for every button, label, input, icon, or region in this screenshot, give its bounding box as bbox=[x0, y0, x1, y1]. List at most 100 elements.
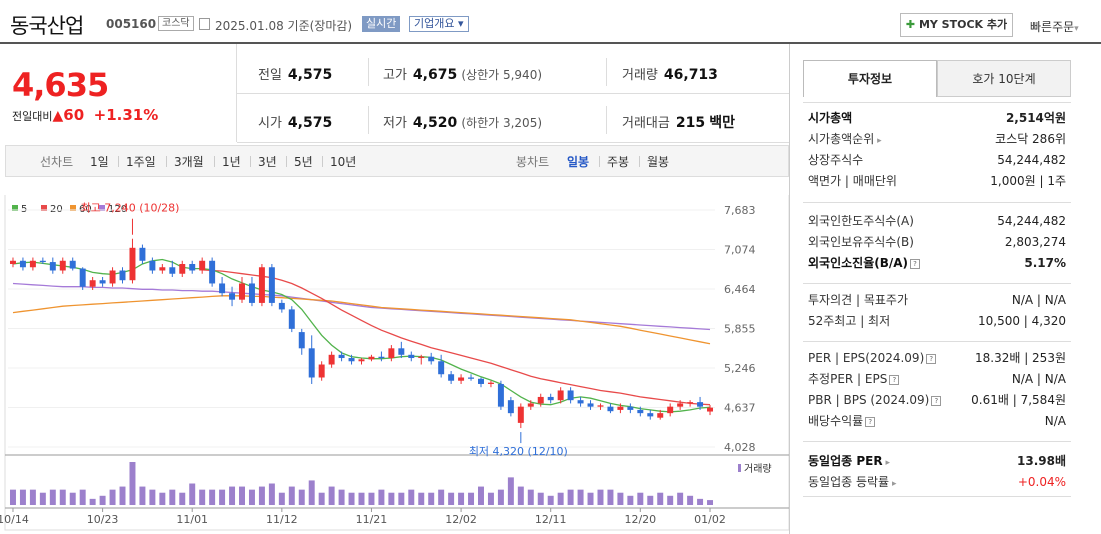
x-tick-label: 11/01 bbox=[176, 513, 208, 526]
volume-bar bbox=[408, 489, 415, 505]
tab-invest-info[interactable]: 투자정보 bbox=[803, 60, 937, 97]
candle-body bbox=[507, 400, 514, 414]
info-label: 외국인보유주식수(B) bbox=[808, 235, 914, 249]
info-value: 0.61배 | 7,584원 bbox=[971, 393, 1066, 407]
quote-row-divider bbox=[237, 93, 789, 94]
volume-bar bbox=[348, 492, 355, 505]
quick-order-button[interactable]: 빠른주문▾ bbox=[1030, 20, 1079, 34]
period-10y[interactable]: 10년 bbox=[330, 155, 357, 169]
panel-separator bbox=[803, 202, 1071, 203]
volume-bar bbox=[607, 489, 614, 505]
candle-body bbox=[388, 348, 395, 359]
candle-daily[interactable]: 일봉 bbox=[567, 155, 590, 169]
period-5y[interactable]: 5년 bbox=[294, 155, 313, 169]
y-tick-label: 5,855 bbox=[724, 323, 756, 336]
tab-orderbook[interactable]: 호가 10단계 bbox=[937, 60, 1071, 97]
candle-body bbox=[368, 356, 375, 360]
help-icon[interactable]: ? bbox=[931, 395, 942, 406]
volume-bar bbox=[69, 492, 76, 505]
candle-body bbox=[19, 260, 26, 268]
info-label: 시가총액 bbox=[808, 111, 853, 125]
candle-body bbox=[179, 264, 186, 274]
candle-body bbox=[239, 283, 245, 300]
candle-body bbox=[478, 378, 484, 384]
help-icon[interactable]: ? bbox=[889, 374, 900, 385]
stock-code: 005160 bbox=[106, 17, 157, 31]
candle-weekly[interactable]: 주봉 bbox=[607, 155, 630, 169]
volume-bar bbox=[637, 492, 644, 505]
period-3y[interactable]: 3년 bbox=[258, 155, 277, 169]
candle-monthly[interactable]: 월봉 bbox=[647, 155, 670, 169]
volume-bar bbox=[587, 492, 594, 505]
volume-bar bbox=[597, 489, 604, 505]
candle-body bbox=[169, 267, 176, 274]
candle-body bbox=[219, 283, 226, 294]
chart-frame bbox=[4, 195, 790, 531]
my-stock-add-button[interactable]: ✚ MY STOCK 추가 bbox=[900, 13, 1013, 37]
candle-body bbox=[149, 260, 156, 271]
x-tick-label: 11/12 bbox=[266, 513, 298, 526]
current-price: 4,635 bbox=[12, 66, 109, 104]
info-value: N/A bbox=[1044, 414, 1066, 428]
help-icon[interactable]: ? bbox=[910, 258, 921, 269]
volume-bar bbox=[497, 489, 504, 505]
volume-bar bbox=[338, 489, 345, 505]
info-value: 54,244,482 bbox=[997, 214, 1066, 228]
period-1y[interactable]: 1년 bbox=[222, 155, 241, 169]
ma-line-ma120 bbox=[12, 282, 711, 331]
info-row: 동일업종 PER ▸ 13.98배 bbox=[808, 451, 1066, 471]
candle-body bbox=[49, 262, 56, 271]
line-chart-label: 선차트 bbox=[40, 155, 74, 169]
volume-bar bbox=[179, 492, 186, 505]
volume-bar bbox=[258, 486, 265, 505]
volume-bar bbox=[229, 486, 236, 505]
info-label: 동일업종 PER bbox=[808, 454, 883, 468]
candle-body bbox=[517, 406, 524, 423]
volume-bar bbox=[418, 492, 425, 505]
info-value: 코스닥 286위 bbox=[995, 132, 1066, 146]
price-chart[interactable]: 520601207,6837,0746,4645,8555,2464,6374,… bbox=[0, 195, 790, 534]
candle-body bbox=[547, 396, 554, 401]
candle-body bbox=[358, 359, 365, 362]
volume-bar bbox=[687, 495, 694, 505]
volume-bar bbox=[9, 489, 16, 505]
panel-separator bbox=[803, 496, 1071, 497]
candle-body bbox=[527, 403, 534, 407]
company-overview-dropdown[interactable]: 기업개요 ▾ bbox=[409, 16, 469, 32]
help-icon[interactable]: ? bbox=[865, 416, 876, 427]
realtime-button[interactable]: 실시간 bbox=[362, 16, 401, 32]
info-label: PBR | BPS (2024.09) bbox=[808, 393, 930, 407]
price-box bbox=[0, 44, 237, 142]
chevron-right-icon[interactable]: ▸ bbox=[874, 136, 882, 146]
volume-bar bbox=[318, 492, 325, 505]
volume-legend-label: 거래량 bbox=[744, 463, 772, 475]
info-label: PER | EPS(2024.09) bbox=[808, 351, 925, 365]
period-3m[interactable]: 3개월 bbox=[174, 155, 204, 169]
info-label: 상장주식수 bbox=[808, 153, 864, 167]
candle-body bbox=[39, 260, 46, 263]
candle-body bbox=[418, 356, 425, 359]
candle-body bbox=[587, 403, 594, 407]
period-1d[interactable]: 1일 bbox=[90, 155, 109, 169]
ma-line-ma5 bbox=[12, 258, 711, 413]
panel-divider bbox=[789, 44, 790, 534]
volume-legend-swatch bbox=[738, 464, 741, 472]
help-icon[interactable]: ? bbox=[926, 353, 937, 364]
legend-swatch bbox=[12, 205, 18, 211]
volume-bar bbox=[517, 486, 524, 505]
low-annotation: 최저 4,320 (12/10) bbox=[469, 445, 568, 458]
chevron-right-icon[interactable]: ▸ bbox=[882, 458, 890, 468]
candle-body bbox=[268, 267, 275, 303]
toolbar-sep bbox=[118, 156, 119, 167]
chevron-right-icon[interactable]: ▸ bbox=[889, 479, 897, 489]
info-label: 배당수익률 bbox=[808, 414, 864, 428]
volume-bar bbox=[448, 492, 455, 505]
candle-body bbox=[677, 403, 684, 407]
period-1w[interactable]: 1주일 bbox=[126, 155, 156, 169]
candle-body bbox=[428, 356, 435, 362]
high-annotation: 최고 7,240 (10/28) bbox=[80, 202, 179, 215]
volume-bar bbox=[328, 486, 335, 505]
volume-bar bbox=[707, 500, 714, 505]
high-price: 고가 4,675 (상한가 5,940) bbox=[383, 67, 543, 83]
info-value: 10,500 | 4,320 bbox=[977, 314, 1066, 328]
